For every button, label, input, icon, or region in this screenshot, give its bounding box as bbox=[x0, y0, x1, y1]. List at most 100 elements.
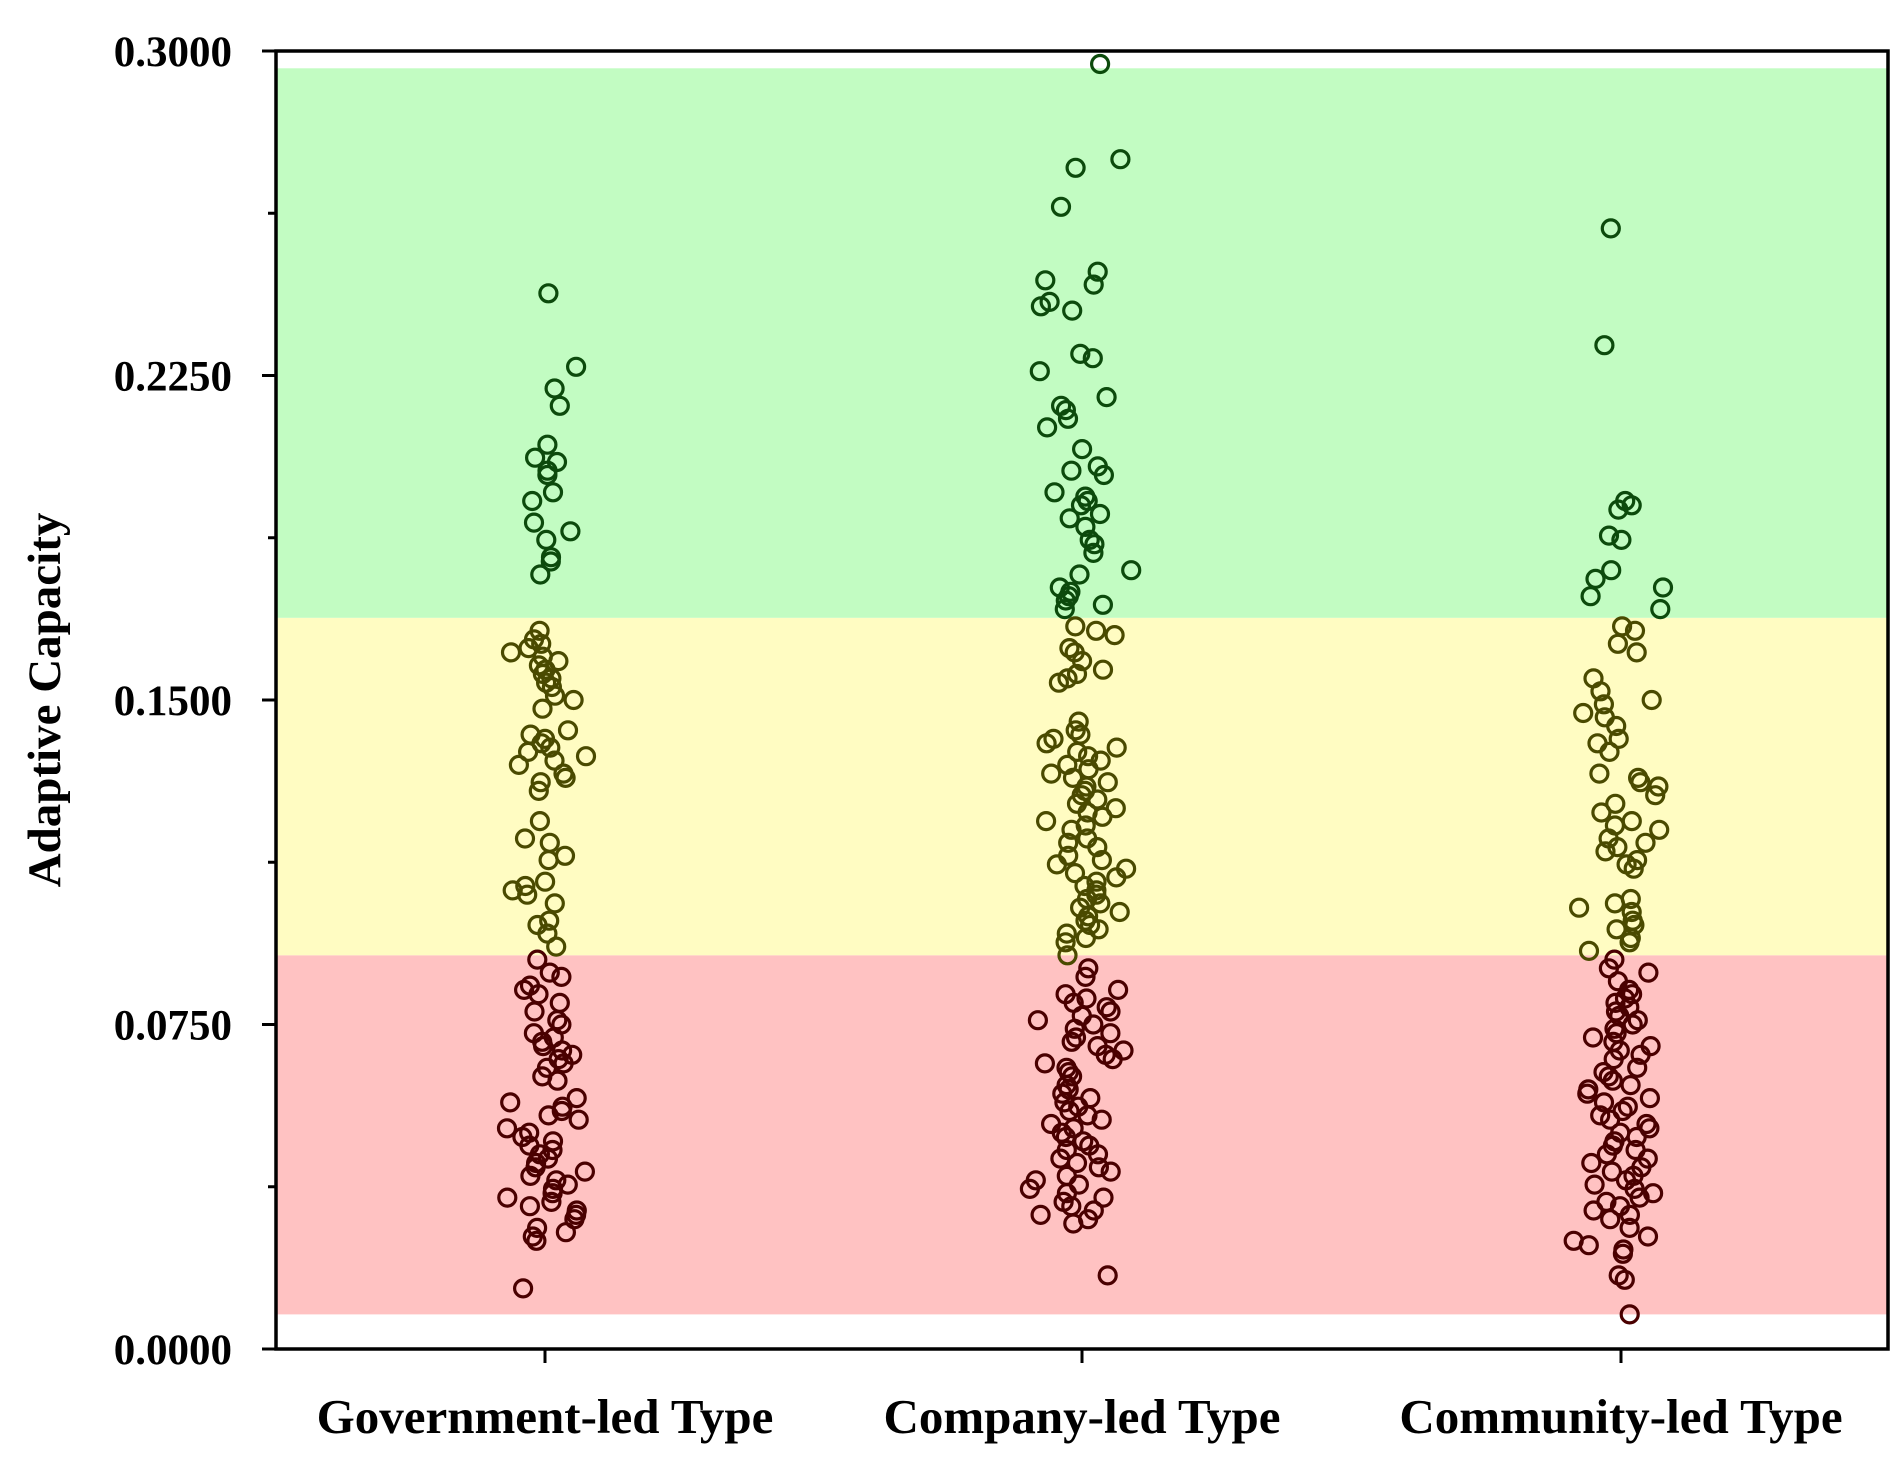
data-point bbox=[519, 1196, 541, 1217]
data-point bbox=[1036, 417, 1058, 438]
data-point bbox=[1590, 681, 1611, 702]
data-point bbox=[1064, 1018, 1085, 1039]
data-point bbox=[1102, 1048, 1123, 1070]
data-point bbox=[1568, 897, 1590, 918]
data-point bbox=[1606, 715, 1627, 737]
data-point bbox=[540, 737, 561, 758]
data-point bbox=[1075, 516, 1096, 538]
data-point bbox=[542, 1183, 563, 1204]
data-point bbox=[526, 1230, 547, 1251]
data-point bbox=[1584, 1174, 1605, 1195]
data-point bbox=[1083, 542, 1104, 564]
data-point bbox=[1107, 979, 1129, 1001]
data-point bbox=[1067, 741, 1088, 763]
data-point bbox=[1065, 1027, 1087, 1048]
data-point bbox=[1059, 637, 1080, 659]
data-point bbox=[517, 884, 538, 905]
data-point bbox=[539, 910, 560, 931]
data-point bbox=[1066, 1152, 1088, 1174]
data-point bbox=[1061, 819, 1082, 840]
data-point bbox=[528, 780, 549, 802]
data-point bbox=[1055, 932, 1076, 953]
data-point bbox=[1056, 923, 1077, 944]
data-point bbox=[1059, 508, 1080, 529]
data-point bbox=[1087, 261, 1108, 282]
data-point bbox=[557, 720, 579, 741]
data-point bbox=[566, 1087, 587, 1109]
data-point bbox=[1639, 1087, 1661, 1109]
data-point bbox=[575, 746, 597, 767]
data-point bbox=[1638, 962, 1659, 983]
x-axis: Government-led Type Company-led Type Com… bbox=[317, 1349, 1843, 1444]
data-point bbox=[1617, 1096, 1638, 1117]
data-point bbox=[1611, 529, 1632, 551]
data-point bbox=[1573, 702, 1594, 724]
data-point bbox=[1626, 642, 1647, 663]
data-point bbox=[1070, 495, 1092, 516]
data-point bbox=[541, 1191, 562, 1213]
data-point bbox=[1608, 728, 1629, 750]
data-point bbox=[1623, 858, 1644, 879]
data-point bbox=[1641, 689, 1662, 711]
data-point bbox=[1044, 482, 1065, 503]
data-point bbox=[1630, 1044, 1651, 1065]
series-government bbox=[496, 283, 597, 1299]
data-point bbox=[1600, 218, 1621, 239]
data-point bbox=[1601, 560, 1622, 581]
data-point bbox=[1089, 503, 1111, 525]
data-point bbox=[1637, 1226, 1659, 1247]
data-point bbox=[1071, 439, 1093, 460]
data-point bbox=[1612, 1243, 1634, 1264]
data-point bbox=[1580, 586, 1601, 607]
data-point bbox=[1090, 893, 1111, 914]
data-point bbox=[1087, 1144, 1109, 1165]
data-point bbox=[522, 1226, 543, 1247]
data-point bbox=[1622, 1014, 1643, 1035]
data-point bbox=[1649, 819, 1670, 840]
data-point bbox=[539, 962, 560, 983]
data-point bbox=[1581, 1152, 1602, 1174]
data-point bbox=[1027, 1010, 1049, 1031]
data-point bbox=[508, 754, 530, 776]
data-point bbox=[1088, 1157, 1110, 1178]
data-point bbox=[1591, 802, 1612, 823]
data-point bbox=[1041, 763, 1062, 784]
data-point bbox=[551, 966, 572, 988]
data-point bbox=[1626, 1126, 1647, 1148]
data-point bbox=[1629, 1187, 1650, 1208]
data-point bbox=[1091, 849, 1113, 871]
data-point bbox=[1097, 1265, 1118, 1286]
data-point bbox=[534, 871, 556, 892]
data-point bbox=[1052, 1083, 1073, 1104]
data-point bbox=[1100, 1023, 1121, 1044]
data-point bbox=[1590, 1105, 1611, 1126]
data-point bbox=[1061, 460, 1082, 481]
data-point bbox=[1121, 560, 1142, 581]
data-point bbox=[1652, 577, 1674, 598]
data-point bbox=[1057, 408, 1079, 429]
data-point bbox=[1578, 940, 1600, 962]
data-point bbox=[1087, 789, 1108, 810]
data-points bbox=[496, 53, 1674, 1325]
y-tick-label: 0.3000 bbox=[114, 29, 232, 76]
data-point bbox=[1084, 534, 1105, 555]
data-point bbox=[1619, 1217, 1640, 1239]
data-point bbox=[1599, 741, 1620, 763]
data-point bbox=[497, 1187, 518, 1208]
data-point bbox=[1630, 772, 1651, 793]
data-point bbox=[1054, 598, 1075, 620]
y-tick-label: 0.0000 bbox=[114, 1327, 232, 1374]
data-point bbox=[1645, 785, 1666, 806]
data-point bbox=[1083, 1014, 1104, 1035]
data-point bbox=[544, 893, 565, 914]
data-point bbox=[1100, 1161, 1121, 1182]
data-point bbox=[1070, 343, 1091, 364]
data-point bbox=[1055, 590, 1076, 611]
data-point bbox=[500, 1092, 521, 1113]
data-point bbox=[1066, 663, 1088, 685]
data-point bbox=[1035, 810, 1057, 832]
data-point bbox=[1071, 650, 1093, 672]
data-point bbox=[542, 1131, 564, 1152]
data-point bbox=[530, 772, 551, 793]
data-point bbox=[538, 283, 559, 304]
